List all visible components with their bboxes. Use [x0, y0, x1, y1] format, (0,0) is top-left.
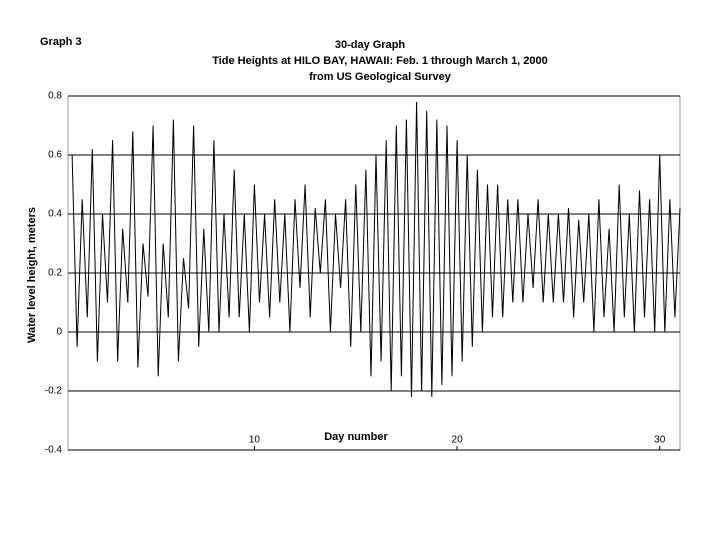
x-axis-label: Day number: [324, 431, 388, 443]
x-tick-label: 10: [249, 435, 261, 446]
y-tick-label: 0.2: [48, 268, 62, 279]
y-tick-label: -0.2: [45, 386, 63, 397]
x-tick-label: 20: [452, 435, 464, 446]
y-tick-label: 0.8: [48, 91, 62, 102]
chart-source: from US Geological Survey: [309, 71, 452, 83]
tide-line: [71, 101, 681, 397]
y-axis-label: Water level height, meters: [26, 207, 38, 343]
y-tick-label: 0.4: [48, 209, 62, 220]
y-tick-label: 0: [56, 327, 62, 338]
chart-subtitle: Tide Heights at HILO BAY, HAWAII: Feb. 1…: [212, 55, 548, 67]
chart-title: 30-day Graph: [335, 39, 406, 51]
y-tick-label: -0.4: [45, 445, 63, 456]
graph-label: Graph 3: [40, 36, 82, 48]
y-tick-label: 0.6: [48, 150, 62, 161]
x-tick-label: 30: [654, 435, 666, 446]
